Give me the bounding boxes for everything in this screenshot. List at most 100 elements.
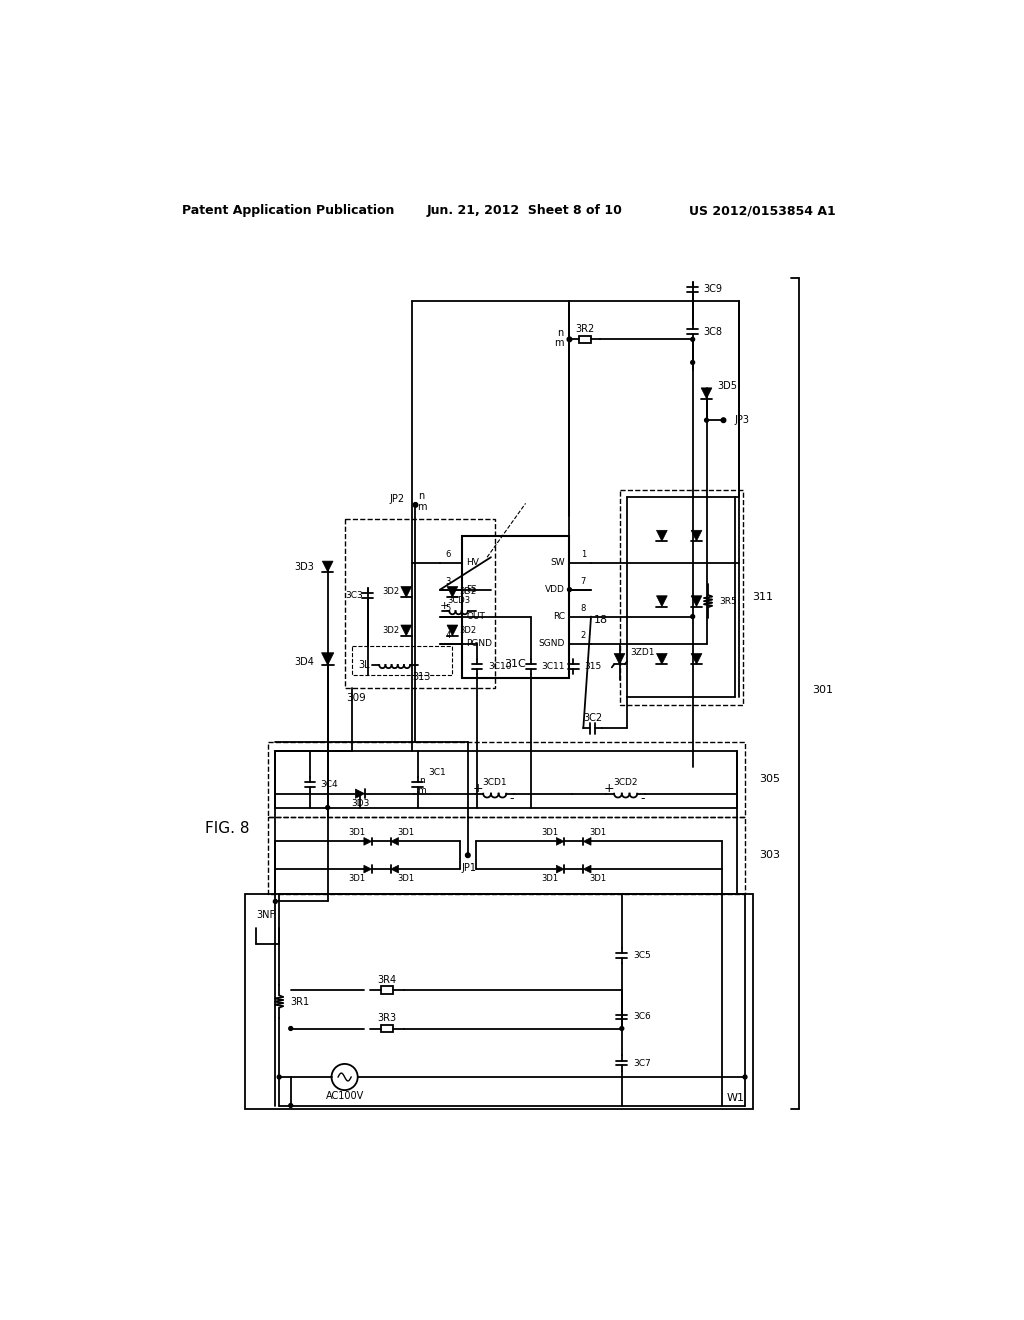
Text: 3D3: 3D3 — [351, 799, 370, 808]
Polygon shape — [364, 866, 372, 873]
Text: 3C6: 3C6 — [634, 1012, 651, 1022]
Text: VDD: VDD — [545, 585, 565, 594]
Polygon shape — [323, 561, 333, 572]
Text: 311: 311 — [752, 593, 773, 602]
Bar — [381, 1024, 393, 1032]
Text: 3R2: 3R2 — [575, 325, 595, 334]
Text: 3R3: 3R3 — [378, 1014, 396, 1023]
Polygon shape — [391, 837, 398, 845]
Text: W1: W1 — [727, 1093, 744, 1102]
Circle shape — [326, 805, 330, 809]
Polygon shape — [584, 866, 591, 873]
Text: JP2: JP2 — [389, 494, 404, 504]
Text: 3C5: 3C5 — [634, 950, 651, 960]
Text: 313: 313 — [413, 672, 431, 681]
Bar — [381, 986, 393, 994]
Polygon shape — [391, 866, 398, 873]
Circle shape — [273, 899, 278, 903]
Text: n: n — [557, 329, 563, 338]
Circle shape — [743, 1074, 746, 1078]
Text: 3L: 3L — [358, 660, 370, 671]
Bar — [345, 519, 495, 688]
Polygon shape — [447, 586, 458, 597]
Polygon shape — [556, 837, 564, 845]
Text: 3D2: 3D2 — [459, 587, 476, 597]
Circle shape — [466, 853, 470, 858]
Bar — [267, 742, 745, 817]
Text: JP1: JP1 — [462, 862, 477, 873]
Text: +: + — [440, 601, 450, 611]
Text: 3C8: 3C8 — [703, 326, 723, 337]
Circle shape — [289, 1027, 293, 1031]
Text: 3C3: 3C3 — [345, 591, 362, 601]
Text: +: + — [472, 781, 483, 795]
Text: JP3: JP3 — [734, 416, 750, 425]
Text: 3D1: 3D1 — [590, 828, 606, 837]
Text: 7: 7 — [581, 577, 586, 586]
Text: 3: 3 — [445, 577, 451, 586]
Bar — [620, 490, 742, 705]
Text: 4: 4 — [445, 631, 451, 640]
Polygon shape — [656, 531, 668, 541]
Text: 8: 8 — [581, 605, 586, 614]
Bar — [245, 894, 753, 1109]
Text: 5: 5 — [445, 605, 451, 614]
Polygon shape — [556, 866, 564, 873]
Circle shape — [289, 1104, 293, 1107]
Text: OUT: OUT — [466, 612, 485, 620]
Circle shape — [278, 1074, 282, 1078]
Text: SW: SW — [550, 558, 565, 568]
Text: m: m — [554, 338, 563, 348]
Text: HV: HV — [466, 558, 479, 568]
Bar — [462, 536, 569, 678]
Text: RC: RC — [553, 612, 565, 620]
Text: 3CD3: 3CD3 — [447, 595, 470, 605]
Text: 6: 6 — [445, 550, 451, 560]
Text: 3D1: 3D1 — [541, 828, 558, 837]
Text: 309: 309 — [346, 693, 366, 704]
Text: n: n — [419, 776, 425, 785]
Circle shape — [691, 338, 694, 342]
Text: 305: 305 — [759, 774, 780, 784]
Text: 3C11: 3C11 — [542, 663, 565, 671]
Polygon shape — [656, 595, 668, 607]
Text: 3R1: 3R1 — [290, 997, 309, 1007]
Text: 3D4: 3D4 — [294, 657, 313, 667]
Polygon shape — [691, 653, 701, 664]
Text: 18: 18 — [594, 615, 608, 626]
Circle shape — [567, 337, 571, 342]
Polygon shape — [355, 789, 365, 799]
Text: 3D1: 3D1 — [590, 874, 606, 883]
Text: 3D2: 3D2 — [382, 626, 399, 635]
Text: m: m — [417, 502, 426, 512]
Text: 3D1: 3D1 — [348, 874, 366, 883]
Text: 3C2: 3C2 — [583, 713, 602, 723]
Text: 3D2: 3D2 — [459, 626, 476, 635]
Text: PGND: PGND — [466, 639, 493, 648]
Text: 3C4: 3C4 — [321, 780, 338, 789]
Polygon shape — [614, 653, 625, 664]
Circle shape — [721, 418, 726, 422]
Text: AC100V: AC100V — [326, 1092, 364, 1101]
Text: FIG. 8: FIG. 8 — [205, 821, 249, 836]
Polygon shape — [701, 388, 712, 399]
Text: 1: 1 — [581, 550, 586, 560]
Polygon shape — [322, 653, 334, 665]
Text: 315: 315 — [584, 663, 601, 671]
Polygon shape — [656, 653, 668, 664]
Text: 3R4: 3R4 — [378, 975, 396, 985]
Text: 3D1: 3D1 — [397, 828, 414, 837]
Bar — [579, 335, 591, 343]
Text: 3D3: 3D3 — [294, 561, 313, 572]
Text: SGND: SGND — [539, 639, 565, 648]
Polygon shape — [691, 531, 701, 541]
Circle shape — [691, 360, 694, 364]
Text: 301: 301 — [812, 685, 833, 694]
Text: 3D1: 3D1 — [541, 874, 558, 883]
Text: -: - — [510, 792, 514, 805]
Polygon shape — [584, 837, 591, 845]
Text: 2: 2 — [581, 631, 586, 640]
Text: 3NF: 3NF — [257, 911, 275, 920]
Text: 3C9: 3C9 — [703, 284, 723, 294]
Text: -: - — [640, 792, 645, 805]
